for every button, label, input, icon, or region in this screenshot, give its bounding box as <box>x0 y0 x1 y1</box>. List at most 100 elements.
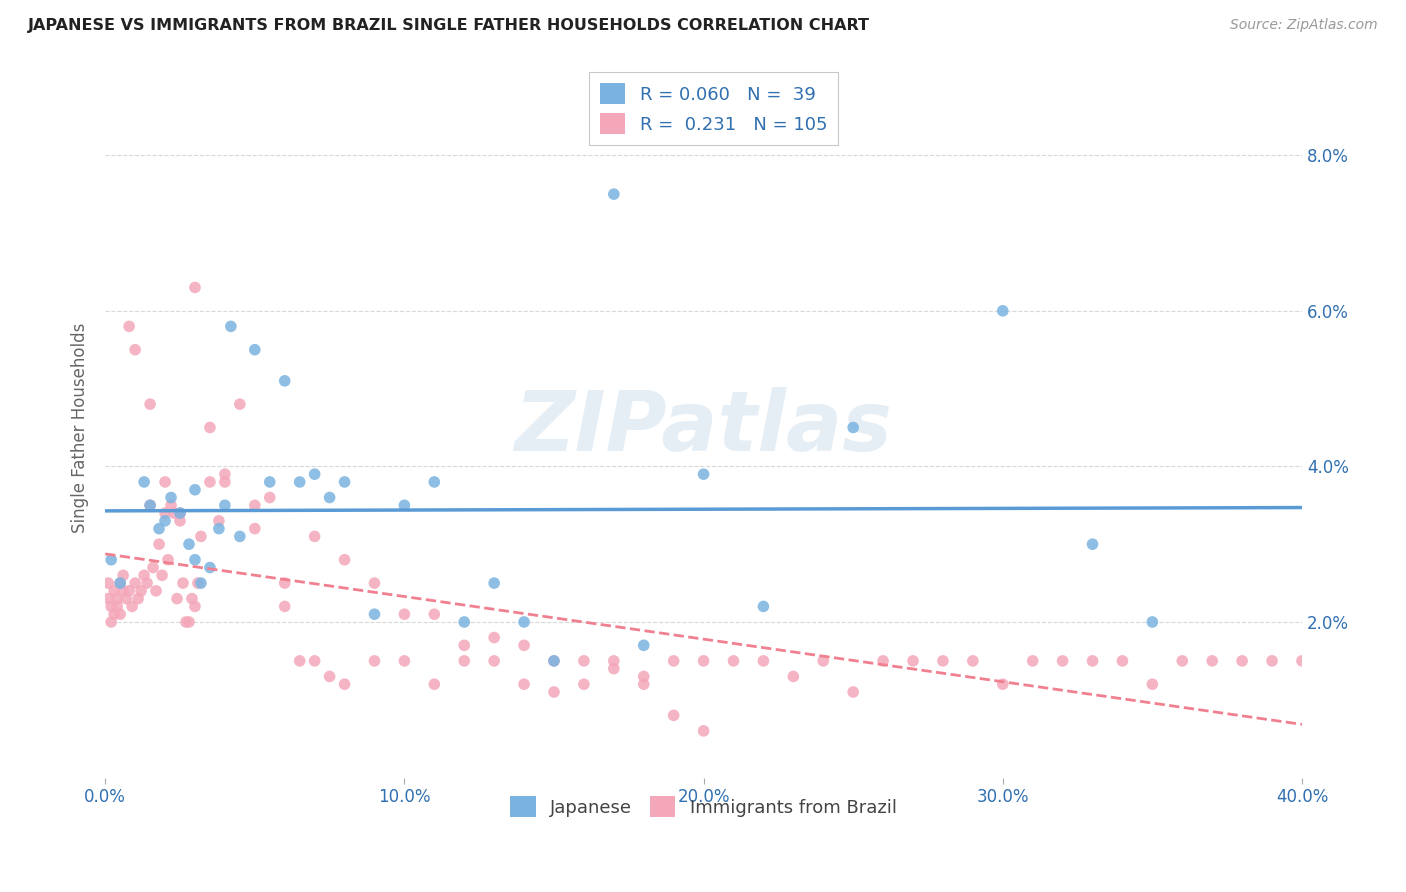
Point <box>274 374 297 388</box>
Point <box>103 583 125 598</box>
Point <box>118 319 141 334</box>
Point <box>172 576 194 591</box>
Point <box>169 506 191 520</box>
Point <box>662 708 685 723</box>
Point <box>105 591 128 606</box>
Point <box>153 506 176 520</box>
Point <box>782 669 804 683</box>
Point <box>692 654 714 668</box>
Point <box>1142 677 1164 691</box>
Point <box>214 467 236 482</box>
Legend: Japanese, Immigrants from Brazil: Japanese, Immigrants from Brazil <box>503 789 904 824</box>
Point <box>181 591 204 606</box>
Point <box>394 654 416 668</box>
Point <box>100 615 122 629</box>
Point <box>112 583 135 598</box>
Point <box>259 491 281 505</box>
Point <box>160 498 183 512</box>
Point <box>190 576 212 591</box>
Point <box>423 475 446 489</box>
Point <box>333 553 356 567</box>
Point <box>184 483 207 497</box>
Point <box>633 669 655 683</box>
Point <box>962 654 984 668</box>
Point <box>184 599 207 614</box>
Text: JAPANESE VS IMMIGRANTS FROM BRAZIL SINGLE FATHER HOUSEHOLDS CORRELATION CHART: JAPANESE VS IMMIGRANTS FROM BRAZIL SINGL… <box>28 18 870 33</box>
Point <box>991 303 1014 318</box>
Point <box>229 529 252 543</box>
Point <box>127 591 149 606</box>
Point <box>243 522 266 536</box>
Point <box>148 522 170 536</box>
Point <box>543 685 565 699</box>
Point <box>1230 654 1253 668</box>
Point <box>274 576 297 591</box>
Point <box>139 397 162 411</box>
Text: Source: ZipAtlas.com: Source: ZipAtlas.com <box>1230 18 1378 32</box>
Point <box>129 583 152 598</box>
Point <box>115 591 138 606</box>
Point <box>603 187 626 202</box>
Point <box>97 591 120 606</box>
Point <box>214 475 236 489</box>
Point <box>842 420 865 434</box>
Point <box>145 583 167 598</box>
Point <box>148 537 170 551</box>
Point <box>243 498 266 512</box>
Point <box>603 654 626 668</box>
Point <box>100 599 122 614</box>
Point <box>184 280 207 294</box>
Point <box>453 615 475 629</box>
Point <box>153 475 176 489</box>
Point <box>108 607 131 622</box>
Point <box>139 498 162 512</box>
Point <box>752 654 775 668</box>
Point <box>482 631 505 645</box>
Point <box>142 560 165 574</box>
Point <box>363 576 385 591</box>
Point <box>132 568 155 582</box>
Point <box>482 576 505 591</box>
Point <box>108 576 131 591</box>
Point <box>288 475 311 489</box>
Point <box>513 615 536 629</box>
Point <box>198 560 221 574</box>
Point <box>662 654 685 668</box>
Point <box>108 576 131 591</box>
Point <box>112 568 135 582</box>
Point <box>118 583 141 598</box>
Point <box>169 506 191 520</box>
Point <box>813 654 835 668</box>
Point <box>633 638 655 652</box>
Point <box>219 319 242 334</box>
Point <box>288 654 311 668</box>
Point <box>198 420 221 434</box>
Point <box>208 522 231 536</box>
Point <box>333 475 356 489</box>
Point <box>394 498 416 512</box>
Point <box>513 677 536 691</box>
Point <box>692 467 714 482</box>
Point <box>1291 654 1313 668</box>
Y-axis label: Single Father Households: Single Father Households <box>72 322 89 533</box>
Point <box>692 723 714 738</box>
Point <box>1081 537 1104 551</box>
Point <box>1021 654 1043 668</box>
Point <box>187 576 209 591</box>
Point <box>901 654 924 668</box>
Point <box>318 491 340 505</box>
Point <box>1261 654 1284 668</box>
Point <box>169 514 191 528</box>
Point <box>174 615 197 629</box>
Point <box>97 576 120 591</box>
Point <box>394 607 416 622</box>
Point <box>190 529 212 543</box>
Point <box>150 568 173 582</box>
Point <box>166 591 188 606</box>
Point <box>274 599 297 614</box>
Point <box>842 685 865 699</box>
Point <box>423 677 446 691</box>
Point <box>153 514 176 528</box>
Point <box>100 553 122 567</box>
Point <box>136 576 159 591</box>
